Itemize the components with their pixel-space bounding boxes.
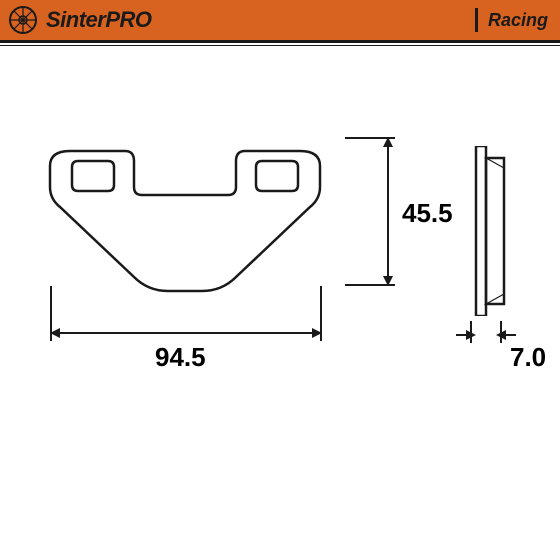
pad-outline (50, 151, 320, 291)
dim-height-label: 45.5 (402, 198, 453, 229)
product-tag: Racing (488, 10, 548, 31)
side-chamfer-bot (486, 294, 504, 304)
dim-line (506, 334, 516, 336)
brand-name: SinterPRO (46, 7, 152, 33)
dim-line (456, 334, 466, 336)
dim-line (387, 147, 389, 276)
arrow-right-icon (312, 328, 322, 338)
pad-hole-left (72, 161, 114, 191)
brand-suffix: PRO (105, 7, 151, 32)
arrow-right-icon (466, 330, 476, 340)
rule-thick (0, 40, 560, 43)
header-right: Racing (475, 8, 548, 32)
brake-pad-side-view (470, 146, 512, 316)
dim-width (50, 326, 322, 340)
arrow-down-icon (383, 276, 393, 286)
header-bar: SinterPRO Racing (0, 0, 560, 40)
brake-pad-front-view (30, 136, 340, 316)
side-plate (476, 146, 486, 316)
dim-line (60, 332, 312, 334)
pad-hole-right (256, 161, 298, 191)
side-friction (486, 158, 504, 304)
divider-bar-icon (475, 8, 478, 32)
arrow-up-icon (383, 137, 393, 147)
brand-prefix: Sinter (46, 7, 105, 32)
dim-height (381, 137, 395, 286)
arrow-left-icon (50, 328, 60, 338)
header-left: SinterPRO (8, 5, 152, 35)
dim-thickness (452, 328, 520, 342)
arrow-left-icon (496, 330, 506, 340)
technical-diagram: 94.5 45.5 7.0 (0, 46, 560, 556)
dim-width-label: 94.5 (155, 342, 206, 373)
dim-thickness-label: 7.0 (510, 342, 546, 373)
brand-logo-icon (8, 5, 38, 35)
side-chamfer-top (486, 158, 504, 168)
